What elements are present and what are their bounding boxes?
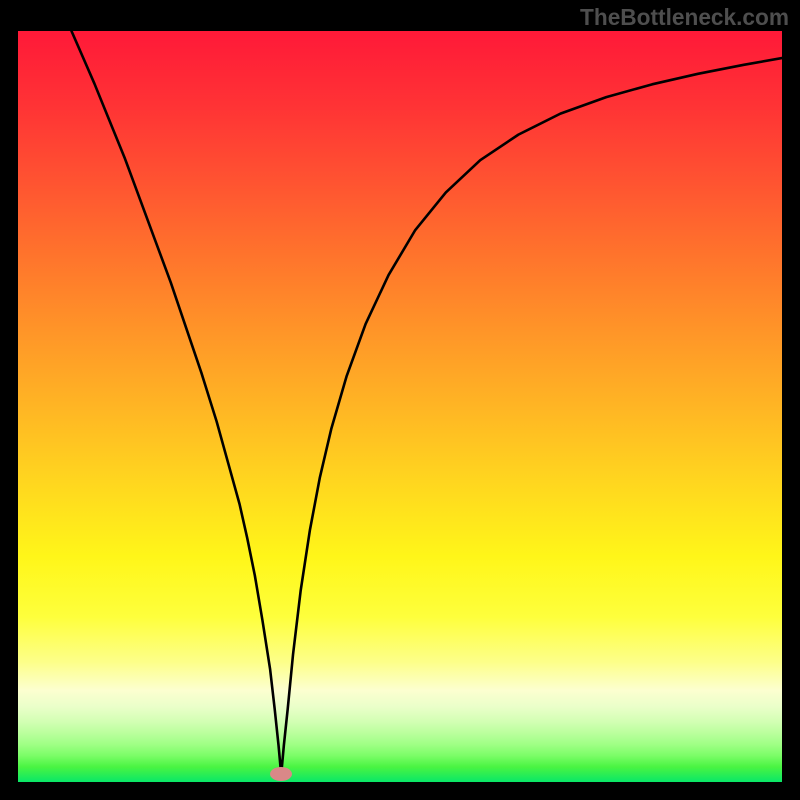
optimal-point-marker: [270, 767, 292, 781]
chart-frame: TheBottleneck.com: [0, 0, 800, 800]
plot-area: [18, 31, 782, 782]
chart-svg: [18, 31, 782, 782]
watermark-text: TheBottleneck.com: [580, 4, 789, 31]
bottleneck-curve: [71, 31, 782, 774]
